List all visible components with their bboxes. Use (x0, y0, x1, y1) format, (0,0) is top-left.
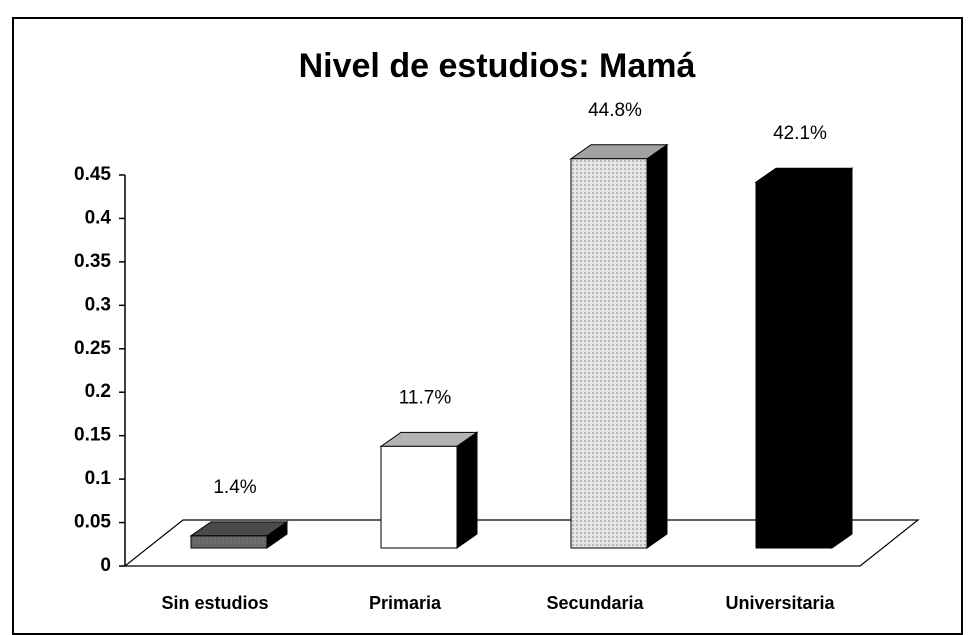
bar-texture (571, 158, 647, 548)
bar-front (755, 181, 833, 549)
y-tick-label: 0.15 (74, 425, 111, 446)
y-tick-label: 0.2 (85, 381, 111, 402)
y-tick-label: 0.3 (85, 294, 111, 315)
y-tick-label: 0.4 (85, 207, 112, 228)
bar (189, 520, 289, 549)
value-label: 11.7% (399, 387, 452, 408)
y-tick-label: 0.45 (74, 164, 111, 185)
x-tick-label: Primaria (369, 593, 442, 613)
y-tick-label: 0.25 (74, 338, 111, 359)
y-tick-label: 0.05 (74, 512, 111, 533)
value-label: 1.4% (213, 477, 256, 498)
y-tick-label: 0.35 (74, 251, 111, 272)
chart-title: Nivel de estudios: Mamá (299, 47, 696, 85)
y-tick-label: 0 (100, 555, 111, 576)
x-tick-label: Universitaria (725, 593, 835, 613)
x-tick-label: Secundaria (546, 593, 644, 613)
bar-texture (191, 535, 267, 548)
bar (754, 167, 854, 549)
bar-side (831, 167, 853, 549)
y-tick-label: 0.1 (85, 468, 112, 489)
value-label: 44.8% (588, 100, 642, 121)
floor (123, 519, 920, 567)
x-tick-label: Sin estudios (161, 593, 268, 613)
bar-side (646, 143, 668, 549)
value-label: 42.1% (773, 123, 827, 144)
bar-front (380, 445, 458, 549)
bar (379, 431, 479, 549)
bar-side (456, 431, 478, 549)
bar (569, 143, 669, 549)
